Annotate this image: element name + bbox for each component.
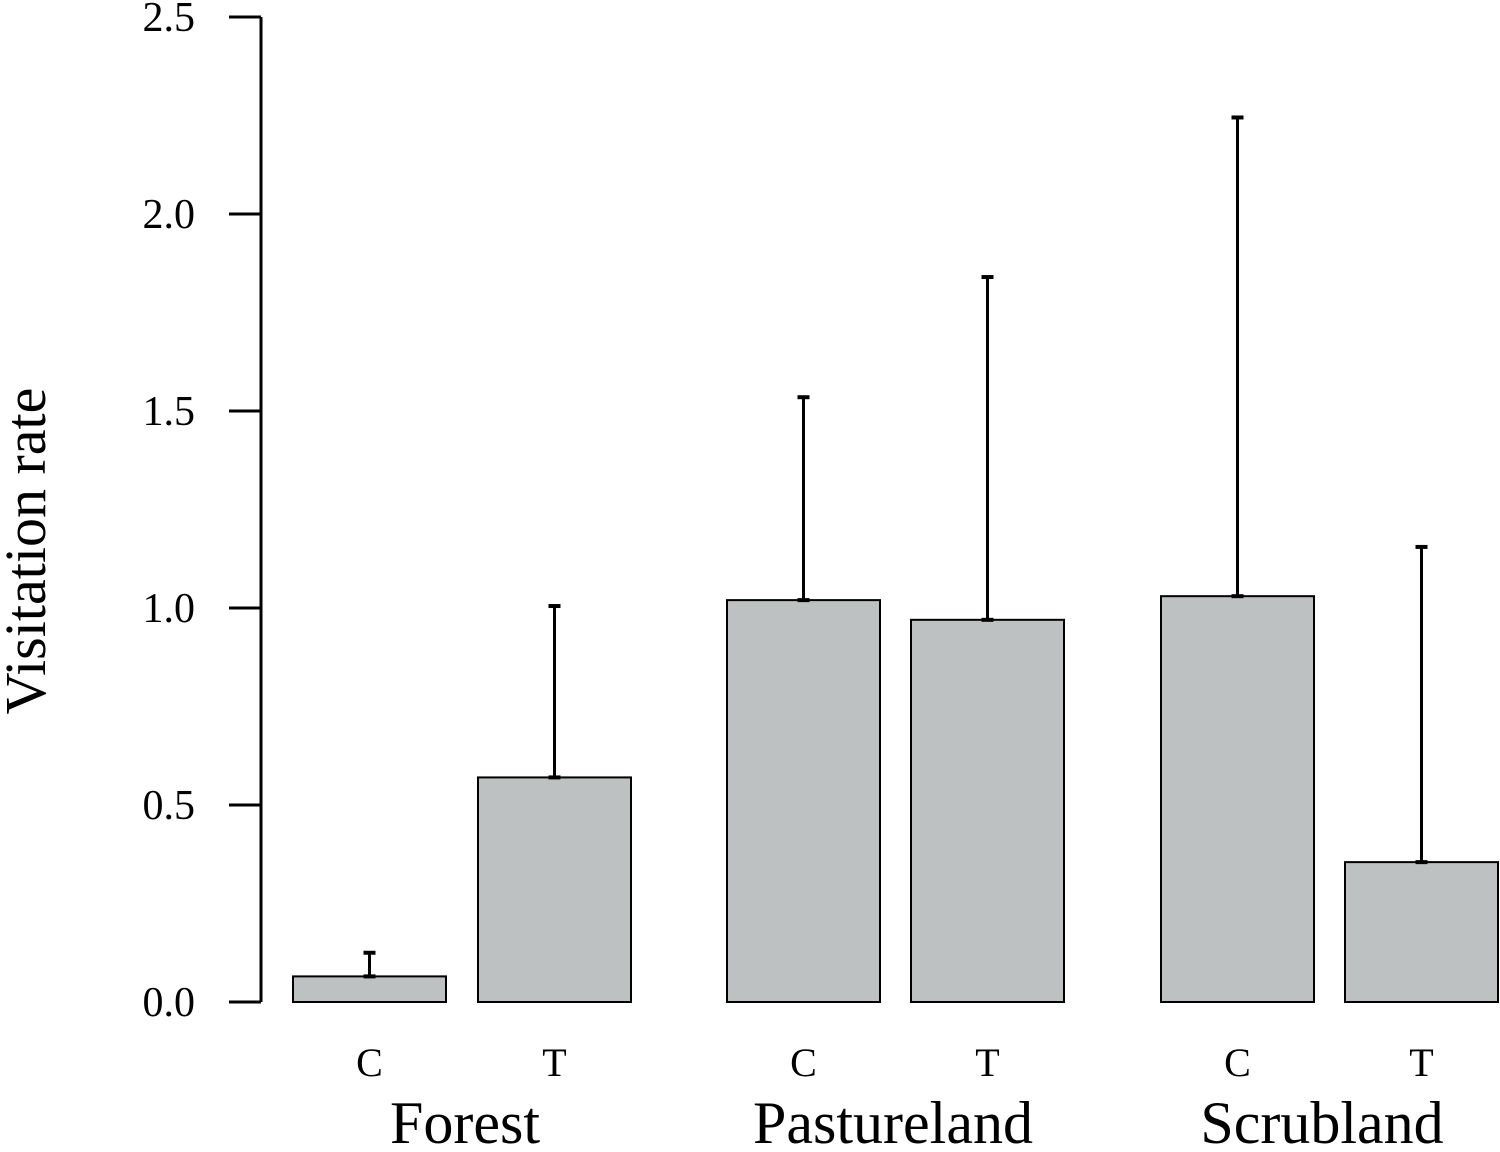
category-label: C [790, 1040, 817, 1085]
category-label: T [1409, 1040, 1433, 1085]
bar-forest-c [292, 975, 447, 1004]
y-tick-label: 2.5 [143, 0, 196, 41]
y-axis-label: Visitation rate [0, 388, 58, 715]
category-label: T [542, 1040, 566, 1085]
group-label: Pastureland [753, 1090, 1033, 1147]
bar-scrubland-t [1344, 861, 1499, 1003]
y-tick-label: 0.5 [143, 783, 196, 829]
y-tick-label: 1.5 [143, 389, 196, 435]
group-label: Scrubland [1200, 1090, 1443, 1147]
bar-scrubland-c [1160, 595, 1315, 1003]
y-tick-label: 0.0 [143, 980, 196, 1026]
bars [292, 115, 1499, 1004]
y-axis: 0.0 0.5 1.0 1.5 2.0 2.5 [143, 0, 263, 1026]
group-label: Forest [390, 1090, 540, 1147]
bar-forest-t [477, 776, 632, 1003]
y-tick-label: 1.0 [143, 586, 196, 632]
y-ticks: 0.0 0.5 1.0 1.5 2.0 2.5 [143, 0, 261, 1026]
category-label: T [975, 1040, 999, 1085]
category-label: C [356, 1040, 383, 1085]
bar-pastureland-c [726, 599, 881, 1003]
y-tick-label: 2.0 [143, 192, 196, 238]
category-label: C [1224, 1040, 1251, 1085]
bar-pastureland-t [910, 618, 1065, 1003]
